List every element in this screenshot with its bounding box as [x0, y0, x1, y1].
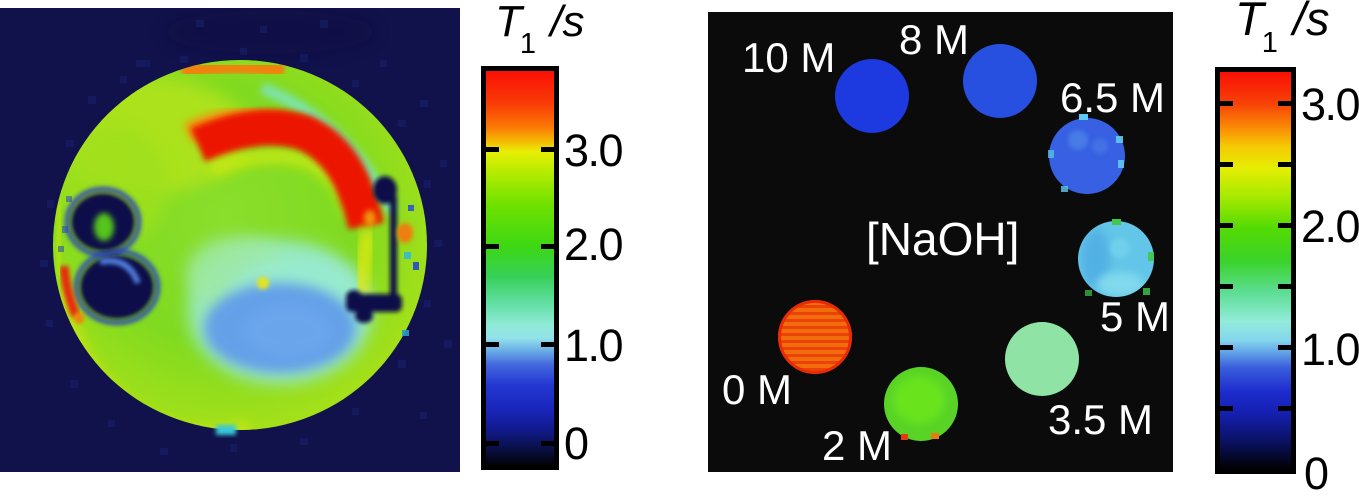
svg-text:8 M: 8 M	[899, 16, 969, 63]
svg-text:[NaOH]: [NaOH]	[866, 213, 1019, 265]
svg-text:6.5 M: 6.5 M	[1060, 74, 1165, 121]
svg-text:3.5 M: 3.5 M	[1048, 396, 1153, 443]
svg-text:5 M: 5 M	[1100, 293, 1170, 340]
svg-text:2 M: 2 M	[822, 422, 892, 469]
svg-text:10 M: 10 M	[742, 34, 835, 81]
svg-text:0 M: 0 M	[722, 366, 792, 413]
